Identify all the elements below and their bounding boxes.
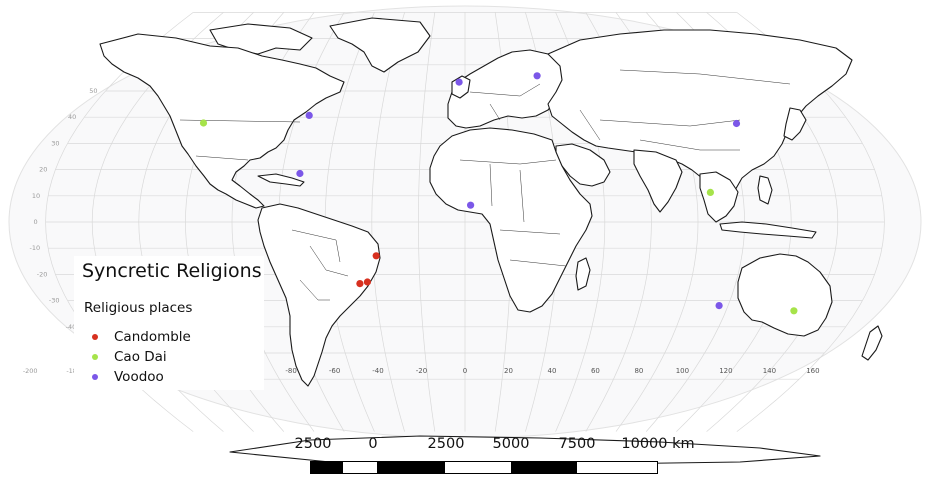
scale-label-5000: 5000 xyxy=(492,436,530,452)
scale-label-10000: 10000 km xyxy=(621,436,695,452)
latitude-tick-label: 20 xyxy=(39,166,47,174)
latitude-tick-label: -30 xyxy=(49,297,60,305)
place-marker-cao-dai xyxy=(706,188,715,196)
legend-item-candomble: Candomble xyxy=(92,329,191,345)
cao-dai-marker xyxy=(92,354,98,360)
africa xyxy=(429,127,593,313)
place-marker-voodoo xyxy=(732,119,741,128)
longitude-tick-label: -20 xyxy=(416,367,427,375)
longitude-tick-label: 20 xyxy=(504,367,513,375)
scale-segment xyxy=(577,462,657,473)
indonesia xyxy=(719,221,817,239)
religious-places-layer xyxy=(199,72,798,315)
legend-title: Syncretic Religions xyxy=(82,260,262,282)
country-borders xyxy=(179,69,791,301)
latitude-tick-label: 10 xyxy=(32,192,40,200)
legend-label-voodoo: Voodoo xyxy=(114,369,164,385)
scale-label-2500: 2500 xyxy=(427,436,465,452)
latitude-tick-label: 50 xyxy=(89,87,97,95)
indian-subcontinent xyxy=(633,149,683,213)
philippines xyxy=(757,175,773,205)
latitude-tick-label: 0 xyxy=(33,218,37,226)
legend-label-candomble: Candomble xyxy=(114,329,191,345)
place-marker-voodoo xyxy=(455,78,463,86)
scale-segment xyxy=(343,462,377,473)
legend-label-cao-dai: Cao Dai xyxy=(114,349,167,365)
japan xyxy=(783,107,807,141)
place-marker-candomble xyxy=(363,278,371,286)
legend-subtitle: Religious places xyxy=(84,300,193,316)
longitude-tick-label: 140 xyxy=(763,367,776,375)
place-marker-candomble xyxy=(372,252,380,260)
longitude-tick-label: -40 xyxy=(372,367,383,375)
scale-bar-segments xyxy=(310,461,658,474)
scale-segment xyxy=(511,462,577,473)
north-america xyxy=(99,33,345,209)
new-zealand xyxy=(861,325,883,361)
longitude-tick-label: -80 xyxy=(285,367,296,375)
scale-label-0: 0 xyxy=(368,436,378,452)
caribbean-islands xyxy=(257,173,305,187)
longitude-tick-label: -180 xyxy=(66,367,81,375)
scale-bar: 2500 0 2500 5000 7500 10000 km xyxy=(0,430,926,480)
latitude-tick-label: 40 xyxy=(68,113,76,121)
longitude-tick-label: 80 xyxy=(634,367,643,375)
voodoo-marker xyxy=(92,374,98,380)
longitude-tick-label: 0 xyxy=(463,367,467,375)
legend-item-voodoo: Voodoo xyxy=(92,369,164,385)
latitude-tick-label: 30 xyxy=(51,139,59,147)
place-marker-voodoo xyxy=(305,111,313,119)
place-marker-cao-dai xyxy=(199,119,208,127)
scale-segment xyxy=(445,462,511,473)
scale-segment xyxy=(311,462,343,473)
place-marker-voodoo xyxy=(467,201,475,209)
latitude-tick-label: -10 xyxy=(29,244,40,252)
latitude-tick-label: -20 xyxy=(37,270,48,278)
place-marker-candomble xyxy=(356,280,364,288)
scale-label-7500: 7500 xyxy=(558,436,596,452)
latitude-tick-label: -40 xyxy=(66,323,77,331)
greenland xyxy=(329,17,431,73)
place-marker-voodoo xyxy=(296,169,304,178)
longitude-tick-label: 160 xyxy=(806,367,819,375)
madagascar xyxy=(575,257,591,291)
longitude-tick-label: -200 xyxy=(23,367,38,375)
southeast-asia xyxy=(699,171,739,223)
longitude-tick-label: 100 xyxy=(676,367,689,375)
legend: Syncretic Religions Religious places Can… xyxy=(74,256,264,390)
place-marker-voodoo xyxy=(533,72,541,80)
longitude-tick-label: 120 xyxy=(719,367,732,375)
legend-item-cao-dai: Cao Dai xyxy=(92,349,167,365)
scale-segment xyxy=(377,462,445,473)
place-marker-voodoo xyxy=(715,302,723,310)
scale-label-2500-left: 2500 xyxy=(294,436,332,452)
longitude-tick-label: -60 xyxy=(329,367,340,375)
place-marker-cao-dai xyxy=(790,307,798,315)
longitude-tick-label: 40 xyxy=(548,367,557,375)
land-layer xyxy=(99,17,883,465)
candomble-marker xyxy=(92,334,98,340)
longitude-tick-label: 60 xyxy=(591,367,600,375)
australia xyxy=(737,253,833,337)
south-america xyxy=(257,203,381,387)
